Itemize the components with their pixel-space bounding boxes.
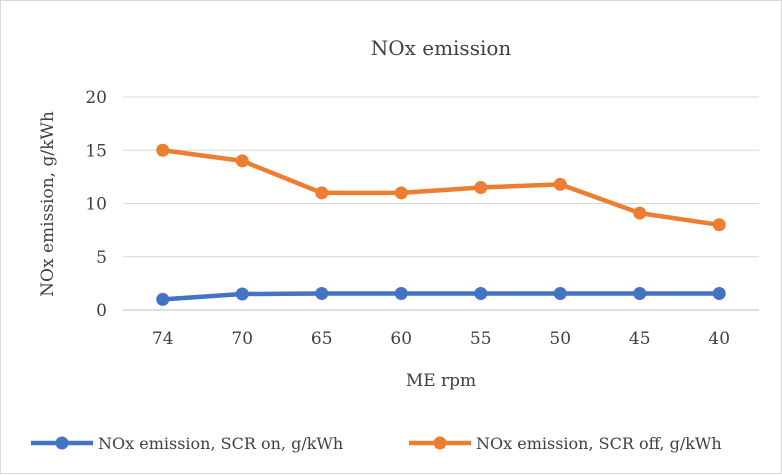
x-tick-label: 60 <box>390 329 412 349</box>
data-point <box>315 186 329 200</box>
x-tick-label: 40 <box>708 329 730 349</box>
x-tick-label: 70 <box>231 329 253 349</box>
chart-title: NOx emission <box>371 36 512 60</box>
legend-label: NOx emission, SCR on, g/kWh <box>98 434 343 453</box>
legend-swatch-marker <box>55 436 69 450</box>
data-point <box>553 177 567 191</box>
legend-item: NOx emission, SCR on, g/kWh <box>31 434 343 453</box>
gridlines <box>123 96 759 311</box>
data-point <box>553 286 567 300</box>
y-tick-label: 5 <box>96 248 107 268</box>
series-1 <box>156 286 726 306</box>
legend-swatch-marker <box>433 436 447 450</box>
legend-label: NOx emission, SCR off, g/kWh <box>476 434 722 453</box>
data-point <box>156 292 170 306</box>
x-axis-ticks: 74 70 65 60 55 50 45 40 <box>152 329 730 349</box>
y-axis-title: NOx emission, g/kWh <box>38 111 58 297</box>
data-point <box>633 286 647 300</box>
data-point <box>712 218 726 232</box>
x-tick-label: 50 <box>549 329 571 349</box>
y-tick-label: 10 <box>85 195 107 215</box>
data-point <box>315 286 329 300</box>
data-point <box>394 286 408 300</box>
y-tick-label: 20 <box>85 88 107 108</box>
x-axis-title: ME rpm <box>406 371 476 391</box>
y-axis-ticks: 0 5 10 15 20 <box>85 88 107 321</box>
y-tick-label: 0 <box>96 301 107 321</box>
data-point <box>633 206 647 220</box>
legend-item: NOx emission, SCR off, g/kWh <box>409 434 722 453</box>
x-tick-label: 55 <box>470 329 492 349</box>
data-point <box>712 286 726 300</box>
series-line <box>160 148 722 228</box>
data-point <box>156 143 170 157</box>
series-layer <box>156 143 726 306</box>
series-line <box>160 291 722 302</box>
data-point <box>235 287 249 301</box>
x-tick-label: 65 <box>311 329 333 349</box>
data-point <box>474 286 488 300</box>
x-tick-label: 45 <box>629 329 651 349</box>
series-2 <box>156 143 726 232</box>
legend: NOx emission, SCR on, g/kWh NOx emission,… <box>31 434 722 453</box>
y-tick-label: 15 <box>85 141 107 161</box>
data-point <box>474 181 488 195</box>
data-point <box>394 186 408 200</box>
x-tick-label: 74 <box>152 329 174 349</box>
data-point <box>235 154 249 168</box>
